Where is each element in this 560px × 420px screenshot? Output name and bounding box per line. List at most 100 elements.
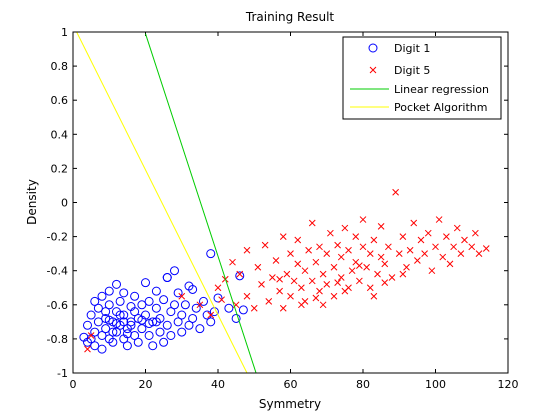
data-point: [231, 313, 241, 323]
x-tick-label: 80: [356, 378, 370, 391]
data-point: [472, 229, 479, 237]
data-point: [316, 287, 323, 295]
data-point: [254, 263, 262, 271]
data-point: [108, 327, 118, 337]
data-point: [86, 310, 96, 320]
data-point: [377, 253, 385, 261]
data-point: [258, 280, 265, 288]
data-point: [468, 243, 476, 251]
data-point: [151, 303, 161, 313]
chart-title: Training Result: [245, 10, 335, 24]
data-point: [162, 320, 172, 330]
data-point: [148, 341, 158, 351]
data-point: [206, 317, 216, 327]
data-point: [334, 279, 341, 286]
x-axis-label: Symmetry: [259, 397, 321, 411]
data-point: [308, 219, 316, 227]
legend-circle-marker: [368, 43, 378, 53]
axis-ticks: 0 20 40 60 80 100 120 -1 -0.8 -0.6 -0.4 -0.2 0 0.2 0.4…: [47, 26, 519, 391]
y-tick-label: 0: [61, 197, 68, 210]
data-point: [180, 300, 190, 310]
data-point: [424, 229, 432, 237]
data-point: [294, 236, 302, 244]
data-point: [265, 298, 273, 305]
data-point: [159, 337, 169, 347]
data-point: [214, 284, 222, 292]
data-point: [450, 243, 457, 251]
data-point: [395, 250, 403, 258]
data-point: [377, 223, 385, 230]
y-tick-label: -0.6: [47, 299, 68, 312]
data-point: [196, 301, 204, 309]
data-point: [345, 246, 352, 254]
data-point: [101, 324, 111, 334]
data-point: [115, 310, 125, 320]
data-point: [406, 246, 414, 254]
data-point: [90, 327, 100, 337]
data-point: [115, 296, 125, 306]
data-point: [224, 303, 234, 313]
data-point: [356, 262, 363, 269]
y-tick-label: 1: [61, 26, 68, 39]
data-point: [173, 317, 183, 327]
data-point: [356, 277, 363, 285]
regression-line: [145, 33, 257, 373]
data-point: [283, 270, 291, 278]
data-point: [93, 303, 103, 313]
data-point: [388, 274, 396, 281]
legend-entry-linear-regression: Linear regression: [350, 83, 489, 96]
data-point: [162, 273, 172, 283]
y-tick-label: 0.6: [51, 94, 69, 107]
x-tick-label: 60: [284, 378, 298, 391]
data-point: [184, 320, 194, 330]
y-tick-label: 0.2: [51, 162, 69, 175]
data-point: [177, 310, 187, 320]
data-point: [130, 307, 140, 317]
data-point: [435, 216, 443, 223]
x-tick-label: 120: [498, 378, 519, 391]
data-point: [84, 345, 91, 353]
data-point: [126, 317, 136, 327]
data-point: [305, 246, 312, 254]
data-point: [312, 258, 320, 266]
data-point: [279, 304, 287, 312]
legend-label: Digit 1: [394, 42, 430, 55]
data-point: [93, 317, 103, 327]
data-point: [213, 293, 223, 303]
data-point: [341, 287, 349, 295]
data-point: [341, 224, 349, 232]
data-point: [104, 286, 114, 296]
data-point: [359, 216, 367, 223]
data-point: [269, 274, 276, 281]
data-point: [421, 250, 428, 258]
data-point: [261, 241, 269, 249]
data-point: [104, 315, 114, 325]
data-point: [218, 296, 225, 304]
data-point: [276, 287, 283, 295]
y-axis-label: Density: [25, 179, 39, 225]
data-point: [370, 236, 378, 244]
data-point: [359, 243, 367, 251]
data-point: [443, 233, 450, 240]
data-point: [90, 296, 100, 306]
data-point: [319, 270, 327, 278]
data-point: [363, 263, 370, 271]
data-point: [298, 301, 305, 309]
x-tick-label: 0: [70, 378, 77, 391]
data-point: [287, 250, 294, 258]
data-point: [159, 295, 169, 305]
data-point: [206, 249, 216, 259]
data-point: [287, 292, 294, 300]
data-point: [312, 294, 320, 302]
data-point: [97, 330, 107, 340]
data-point: [112, 279, 121, 289]
axes-frame: [72, 31, 509, 374]
data-point: [108, 337, 118, 347]
data-point: [294, 260, 302, 268]
data-point: [374, 270, 381, 278]
data-point: [104, 300, 114, 310]
data-point: [151, 317, 161, 327]
legend-entry-digit-1: Digit 1: [368, 42, 430, 55]
data-point: [122, 329, 132, 339]
data-point: [83, 320, 92, 330]
